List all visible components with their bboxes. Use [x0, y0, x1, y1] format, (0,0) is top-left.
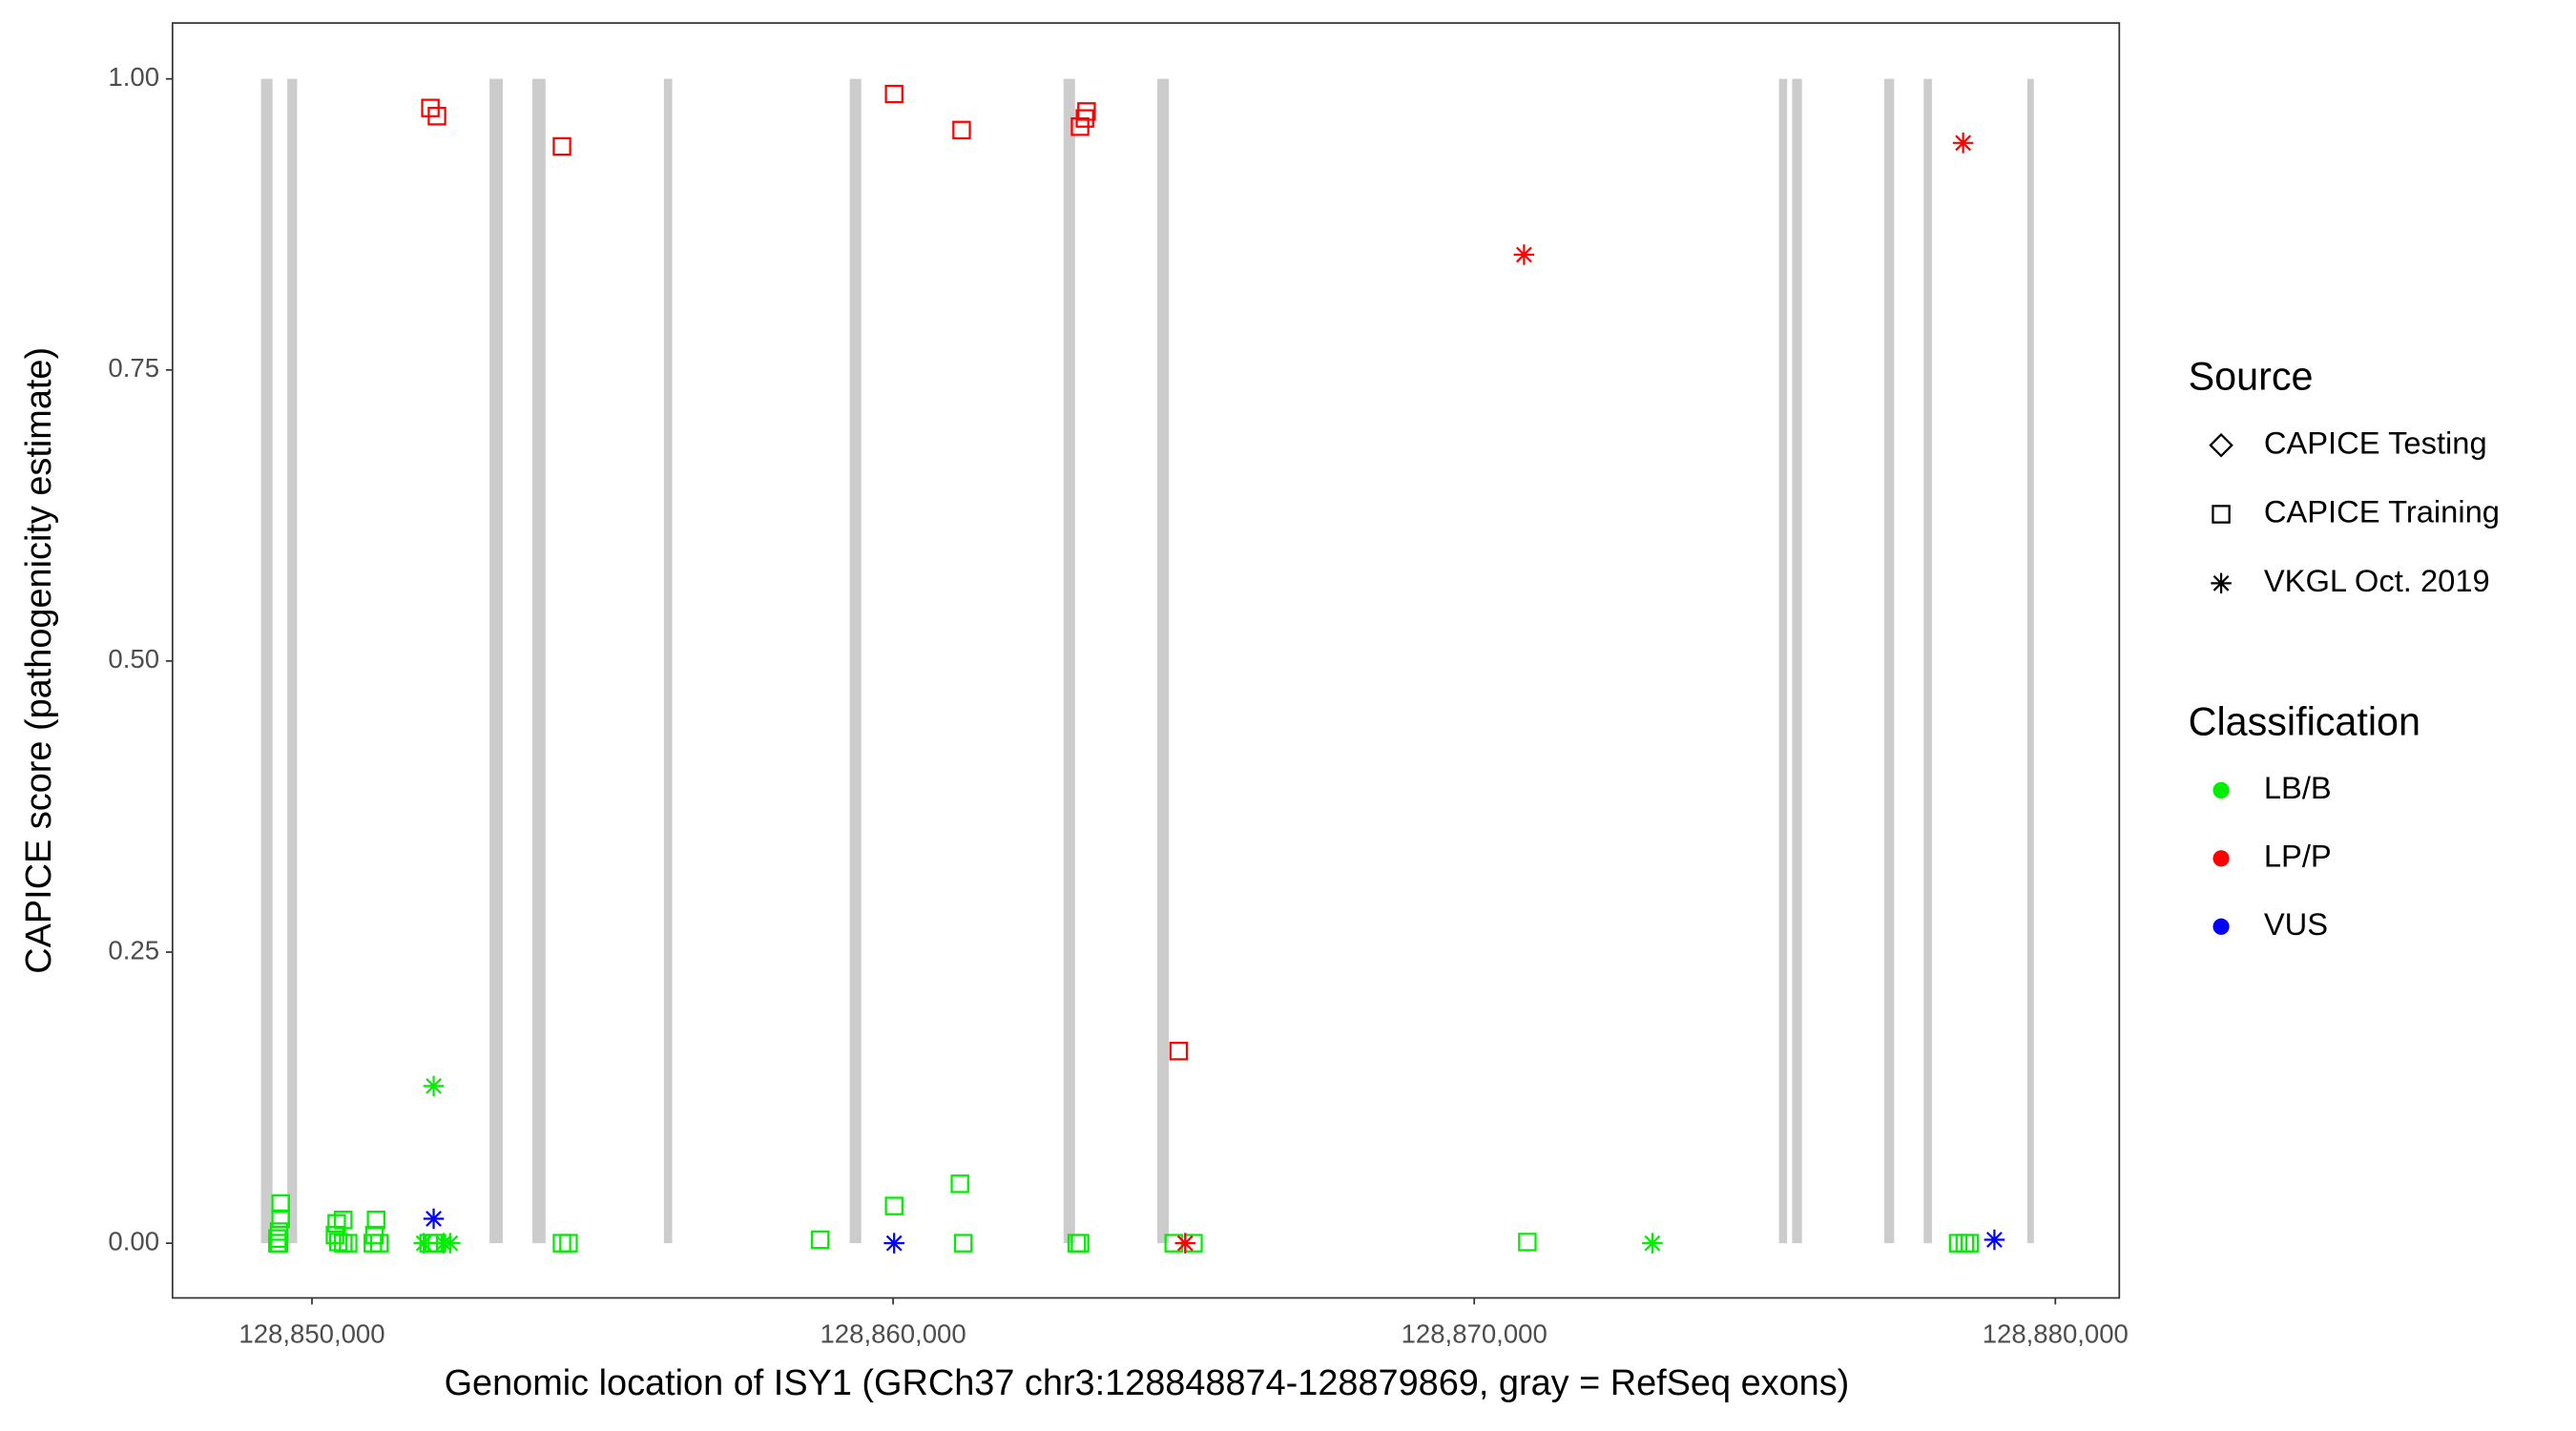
data-point — [421, 98, 440, 117]
exon — [287, 78, 298, 1244]
exon — [1063, 78, 1075, 1244]
data-point — [552, 136, 571, 156]
data-point — [423, 1208, 445, 1230]
legend-symbol — [2211, 572, 2232, 594]
exon — [1778, 78, 1788, 1244]
y-tick-label: 0.25 — [108, 935, 159, 964]
data-point — [1077, 102, 1096, 121]
data-point — [339, 1234, 358, 1253]
legend-label: VKGL Oct. 2019 — [2264, 563, 2490, 598]
data-point — [440, 1233, 461, 1254]
data-point — [1070, 117, 1090, 136]
data-point — [364, 1225, 384, 1245]
data-point — [1952, 133, 1974, 154]
y-axis-title: CAPICE score (pathogenicity estimate) — [19, 347, 59, 974]
exon — [849, 78, 862, 1244]
data-point — [1513, 244, 1535, 265]
data-point — [1070, 1234, 1090, 1253]
exon — [489, 78, 503, 1244]
exon — [1923, 78, 1932, 1244]
data-point — [1642, 1233, 1663, 1254]
legend-label: LP/P — [2264, 838, 2332, 873]
data-point — [334, 1211, 353, 1230]
legend-title: Source — [2189, 355, 2314, 399]
data-point — [427, 107, 447, 126]
data-point — [952, 120, 971, 140]
y-tick-label: 0.50 — [108, 644, 159, 674]
legend-symbol — [2212, 850, 2230, 867]
data-point — [810, 1230, 830, 1250]
legend-symbol — [2212, 781, 2230, 798]
data-point — [325, 1225, 344, 1245]
data-point — [1169, 1042, 1189, 1061]
y-tick-label: 0.00 — [108, 1226, 159, 1255]
x-tick-label: 128,870,000 — [1402, 1318, 1548, 1348]
legend-title: Classification — [2189, 699, 2420, 743]
y-tick-label: 1.00 — [108, 62, 159, 92]
exon — [1883, 78, 1895, 1244]
data-point — [1960, 1234, 1980, 1253]
data-point — [1075, 109, 1094, 128]
exon — [2026, 78, 2034, 1244]
data-point — [1984, 1229, 2005, 1251]
exon — [1156, 78, 1170, 1244]
data-point — [884, 84, 904, 104]
data-point — [271, 1209, 290, 1229]
data-point — [423, 1075, 445, 1097]
exon — [531, 78, 546, 1244]
data-point — [1174, 1233, 1196, 1254]
data-point — [413, 1233, 434, 1254]
legend-symbol — [2212, 918, 2230, 935]
data-point — [369, 1234, 389, 1253]
data-point — [328, 1233, 348, 1252]
x-tick-label: 128,860,000 — [820, 1318, 966, 1348]
data-point — [1164, 1234, 1183, 1253]
legend-label: CAPICE Training — [2264, 494, 2500, 529]
legend-symbol — [2212, 505, 2231, 524]
exon — [663, 78, 673, 1244]
exon — [260, 78, 273, 1244]
data-point — [883, 1233, 904, 1254]
data-point — [269, 1234, 289, 1253]
data-point — [953, 1234, 973, 1253]
exon — [1792, 78, 1802, 1244]
x-axis-title: Genomic location of ISY1 (GRCh37 chr3:12… — [445, 1363, 1850, 1403]
x-tick-label: 128,880,000 — [1983, 1318, 2129, 1348]
data-point — [366, 1211, 385, 1230]
legend-symbol — [2209, 432, 2233, 458]
y-tick-label: 0.75 — [108, 353, 159, 383]
legend-label: VUS — [2264, 906, 2328, 942]
x-tick-label: 128,850,000 — [239, 1318, 384, 1348]
legend-label: LB/B — [2264, 770, 2332, 805]
data-point — [427, 1234, 447, 1253]
data-point — [884, 1196, 904, 1215]
legend-label: CAPICE Testing — [2264, 425, 2487, 460]
data-point — [559, 1234, 578, 1253]
data-point — [1518, 1233, 1537, 1252]
data-point — [950, 1174, 969, 1193]
